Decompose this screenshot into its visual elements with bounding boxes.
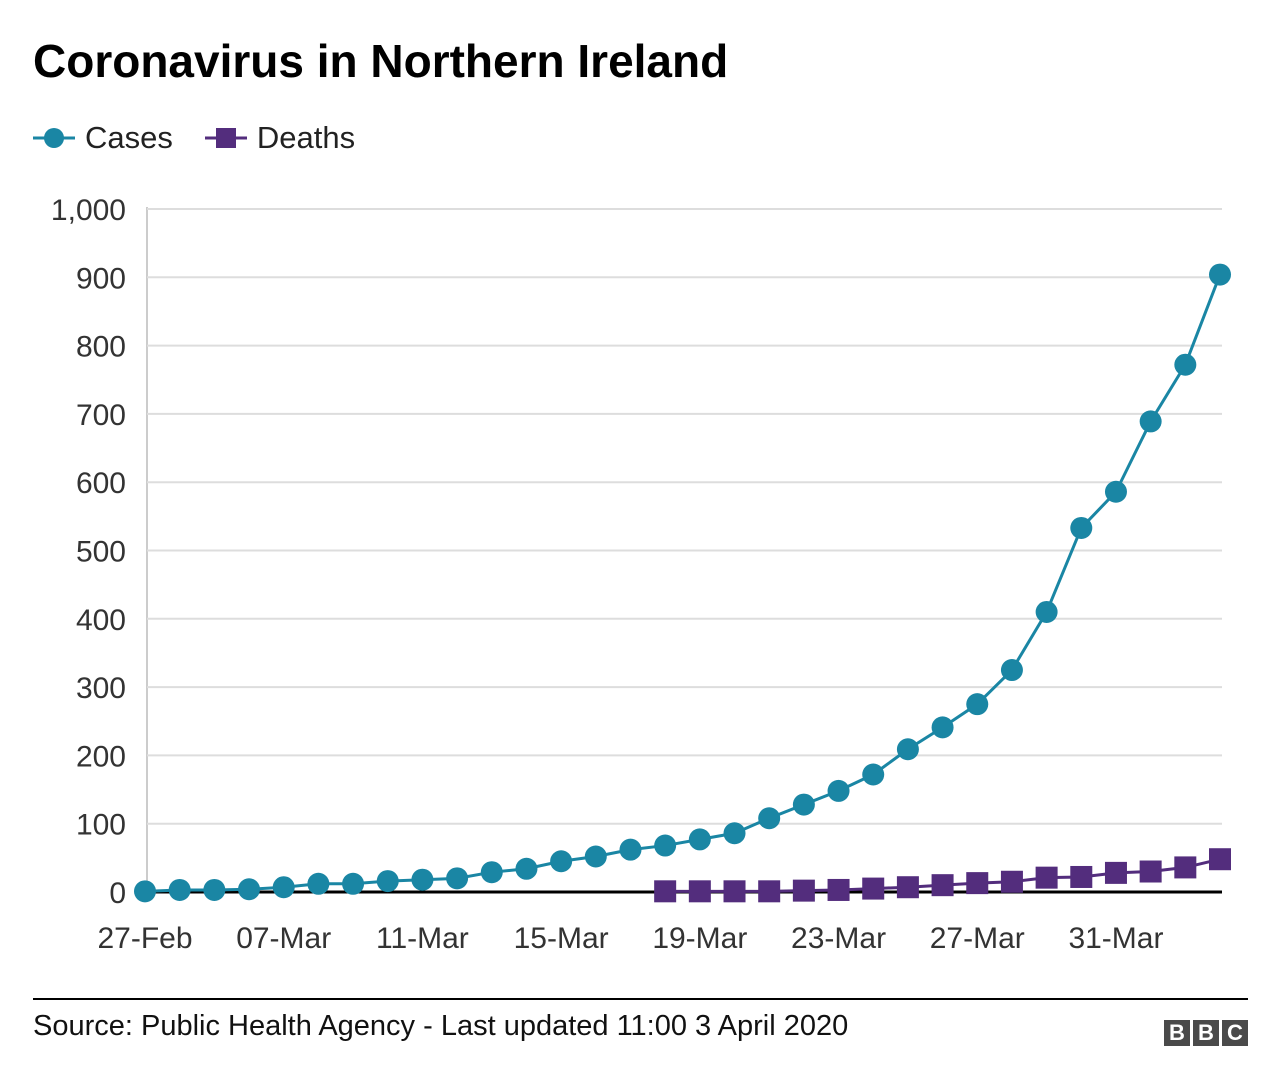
data-point-deaths xyxy=(1035,866,1058,889)
data-point-cases xyxy=(723,822,746,845)
x-tick-label: 27-Feb xyxy=(97,922,192,955)
data-point-deaths xyxy=(1174,856,1197,879)
x-tick-label: 23-Mar xyxy=(791,922,886,955)
data-point-cases xyxy=(411,868,434,891)
data-point-cases xyxy=(896,738,919,761)
data-point-cases xyxy=(480,861,503,884)
data-point-deaths xyxy=(654,880,677,903)
data-point-cases xyxy=(168,878,191,901)
data-point-cases xyxy=(584,845,607,868)
data-point-cases xyxy=(203,878,226,901)
data-point-deaths xyxy=(896,876,919,899)
data-point-cases xyxy=(1139,410,1162,433)
data-point-cases xyxy=(758,807,781,830)
circle-marker-icon xyxy=(33,128,75,148)
legend-item-deaths: Deaths xyxy=(204,120,356,156)
chart-title: Coronavirus in Northern Ireland xyxy=(33,35,729,87)
y-tick-label: 900 xyxy=(76,262,126,295)
data-point-cases xyxy=(688,828,711,851)
data-point-cases xyxy=(1104,480,1127,503)
data-point-cases xyxy=(1070,516,1093,539)
series-line-cases xyxy=(144,274,1222,893)
data-point-deaths xyxy=(688,880,711,903)
data-point-deaths xyxy=(723,880,746,903)
y-tick-label: 400 xyxy=(76,604,126,637)
data-point-cases xyxy=(619,838,642,861)
data-point-cases xyxy=(238,878,261,901)
data-point-deaths xyxy=(966,872,989,895)
square-marker-icon xyxy=(204,128,247,148)
legend: Cases Deaths xyxy=(33,120,355,156)
data-point-cases xyxy=(515,857,538,880)
data-point-cases xyxy=(1000,659,1023,682)
footer-divider xyxy=(33,998,1248,1000)
y-tick-label: 200 xyxy=(76,740,126,773)
data-point-deaths xyxy=(931,874,954,897)
y-tick-label: 600 xyxy=(76,467,126,500)
legend-label-cases: Cases xyxy=(85,120,173,155)
data-point-deaths xyxy=(827,878,850,901)
x-tick-label: 19-Mar xyxy=(652,922,747,955)
data-point-cases xyxy=(134,880,156,903)
x-tick-label: 31-Mar xyxy=(1068,922,1163,955)
data-point-cases xyxy=(1035,600,1058,623)
legend-label-deaths: Deaths xyxy=(256,120,356,155)
x-tick-label: 07-Mar xyxy=(236,922,331,955)
data-point-deaths xyxy=(1104,861,1127,884)
data-point-cases xyxy=(1209,263,1231,286)
y-tick-label: 0 xyxy=(109,877,126,910)
line-chart: 0 100 200 300 400 500 600 700 800 900 1,000 27-Feb 0… xyxy=(51,194,1231,955)
y-tick-label: 300 xyxy=(76,672,126,705)
legend-item-cases: Cases xyxy=(33,120,173,156)
y-tick-label: 800 xyxy=(76,331,126,364)
x-tick-label: 11-Mar xyxy=(376,922,469,955)
data-point-cases xyxy=(376,870,399,893)
x-tick-label: 27-Mar xyxy=(930,922,1025,955)
data-point-cases xyxy=(862,763,885,786)
data-point-deaths xyxy=(792,879,815,902)
data-point-cases xyxy=(1174,353,1197,376)
data-point-cases xyxy=(446,867,469,890)
data-point-cases xyxy=(272,876,295,899)
source-note: Source: Public Health Agency - Last upda… xyxy=(33,1010,849,1042)
y-tick-label: 100 xyxy=(76,809,126,842)
data-point-cases xyxy=(792,793,815,816)
data-point-cases xyxy=(342,872,365,895)
data-point-cases xyxy=(966,693,989,716)
y-tick-label: 700 xyxy=(76,399,126,432)
data-point-cases xyxy=(307,872,330,895)
data-point-deaths xyxy=(862,877,885,900)
x-tick-label: 15-Mar xyxy=(514,922,609,955)
data-point-cases xyxy=(827,779,850,802)
y-tick-label: 500 xyxy=(76,536,126,569)
data-point-deaths xyxy=(1209,848,1231,871)
y-tick-label: 1,000 xyxy=(51,194,126,227)
data-point-cases xyxy=(654,834,677,857)
data-point-cases xyxy=(931,716,954,739)
data-point-deaths xyxy=(1070,865,1093,888)
data-point-deaths xyxy=(1000,870,1023,893)
data-point-deaths xyxy=(758,880,781,903)
data-point-cases xyxy=(550,850,573,873)
data-point-deaths xyxy=(1139,860,1162,883)
